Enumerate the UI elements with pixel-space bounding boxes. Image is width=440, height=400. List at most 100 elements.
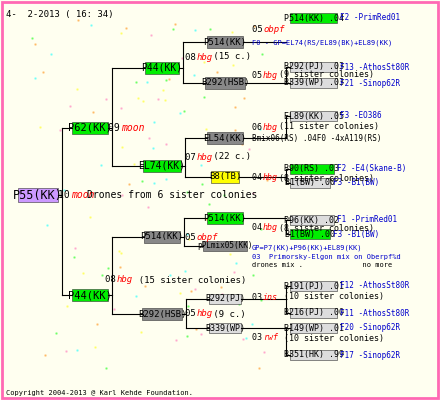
Point [150,144,157,151]
Point [57,126,64,133]
Text: 05: 05 [252,26,268,34]
Point [245,146,252,152]
Text: B1(BW) .00: B1(BW) .00 [285,230,335,238]
Point [232,260,239,266]
Text: obpf: obpf [264,26,285,34]
Point [80,269,87,276]
Text: hbg: hbg [197,310,213,318]
Text: 09: 09 [108,123,126,133]
Point [230,269,237,276]
Point [249,272,257,278]
Point [190,72,197,78]
Text: EL54(KK): EL54(KK) [203,134,246,142]
FancyBboxPatch shape [211,172,238,182]
Text: 05: 05 [185,234,201,242]
Text: B90(RS) .03: B90(RS) .03 [284,164,339,174]
Text: hbg: hbg [263,174,278,182]
Point [173,337,180,344]
Text: 4-  2-2013 ( 16: 34): 4- 2-2013 ( 16: 34) [6,10,114,19]
Point [240,336,247,342]
Text: P514(KK): P514(KK) [203,214,246,222]
Text: B292(HSB): B292(HSB) [138,310,186,318]
Point [130,161,137,168]
Point [137,329,144,336]
Text: (22 c.): (22 c.) [209,152,251,162]
Point [163,77,170,83]
Text: (15 sister colonies): (15 sister colonies) [128,276,247,284]
FancyBboxPatch shape [143,160,181,172]
Text: F21 -Sinop62R: F21 -Sinop62R [340,78,400,88]
Point [257,226,264,232]
Text: B292(PJ) .03: B292(PJ) .03 [284,62,344,72]
Point [181,107,188,114]
Point [242,335,249,341]
Text: (15 c.): (15 c.) [209,52,251,62]
FancyBboxPatch shape [290,78,337,88]
Point [94,320,101,327]
FancyBboxPatch shape [290,164,334,174]
Text: GP=P7(KK)+P96(KK)+EL89(KK): GP=P7(KK)+P96(KK)+EL89(KK) [252,245,363,251]
Text: 03: 03 [252,292,267,302]
Point [119,191,126,198]
Point [226,250,233,257]
Text: 03: 03 [252,334,267,342]
Point [116,248,123,254]
Text: (11 sister colonies): (11 sister colonies) [274,122,378,132]
Point [169,26,176,32]
Point [185,236,192,242]
Point [76,294,83,300]
Text: ins: ins [263,292,278,302]
Point [144,79,151,85]
Point [139,98,146,104]
Text: hbg: hbg [263,224,278,232]
Text: hbg: hbg [117,276,133,284]
Point [161,97,169,103]
Point [256,365,263,372]
FancyBboxPatch shape [143,308,182,320]
Point [249,320,256,327]
Point [150,180,158,186]
FancyBboxPatch shape [290,62,337,72]
Text: B351(HK) .99: B351(HK) .99 [284,350,344,360]
Point [236,300,243,307]
Text: P62(KK): P62(KK) [68,123,112,133]
Text: F11 -AthosSt80R: F11 -AthosSt80R [340,308,410,318]
Point [111,306,118,312]
Text: B149(WP) .01: B149(WP) .01 [284,324,344,332]
Point [231,127,238,133]
Point [39,69,46,75]
Text: Bmix06(RS) .04F0 -4xA119(RS): Bmix06(RS) .04F0 -4xA119(RS) [252,134,381,144]
FancyBboxPatch shape [290,281,337,291]
Text: (10 sister colonies): (10 sister colonies) [274,334,384,342]
Point [192,27,199,34]
Point [47,51,54,57]
Text: 04: 04 [252,224,267,232]
Point [87,22,94,28]
FancyBboxPatch shape [290,215,334,225]
Point [44,222,51,228]
Point [139,178,146,184]
Point [198,331,205,338]
Text: P514(KK): P514(KK) [203,38,246,46]
FancyBboxPatch shape [145,62,179,74]
Text: F3 -EO386: F3 -EO386 [340,112,382,120]
Point [117,30,125,36]
Point [142,282,149,289]
Point [73,346,81,353]
FancyBboxPatch shape [290,13,337,23]
FancyBboxPatch shape [290,178,330,188]
Point [160,87,167,94]
Point [174,161,181,167]
Point [67,102,74,109]
Text: 04: 04 [252,174,267,182]
Point [86,214,93,220]
Text: B216(PJ) .00: B216(PJ) .00 [284,308,344,318]
Text: Copyright 2004-2013 @ Karl Kehde Foundation.: Copyright 2004-2013 @ Karl Kehde Foundat… [6,390,193,396]
Text: P55(KK): P55(KK) [13,188,63,202]
Point [73,86,80,92]
Point [191,286,198,292]
Point [200,94,207,100]
Text: B292(PJ): B292(PJ) [205,294,245,304]
Point [217,284,224,290]
Point [105,265,112,272]
